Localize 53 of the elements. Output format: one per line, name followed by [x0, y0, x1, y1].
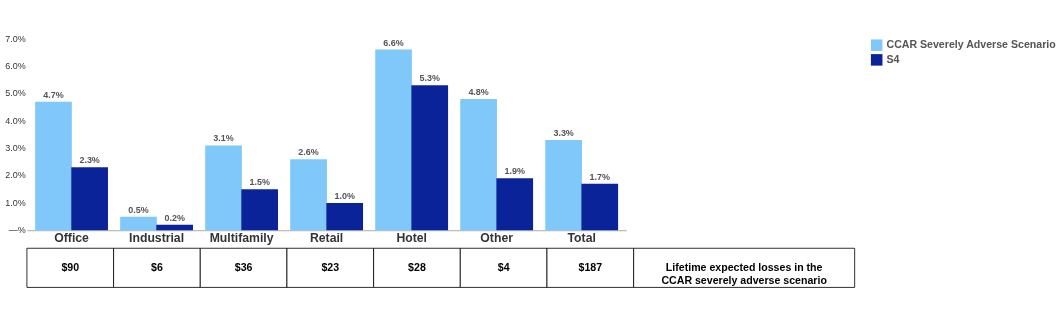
bar: [411, 85, 449, 231]
legend-label: S4: [886, 53, 900, 66]
y-tick-label: 2.0%: [5, 170, 26, 181]
text: $28: [408, 261, 426, 274]
data-label: 0.5%: [128, 204, 149, 215]
text: Lifetime expected losses in the CCAR severely adverse scenario: [661, 261, 828, 287]
data-label: 5.3%: [419, 73, 440, 84]
bar: [71, 167, 108, 231]
x-tick-label: Other: [480, 231, 514, 246]
text: $90: [61, 261, 80, 274]
y-tick-label: 1.0%: [5, 197, 26, 208]
x-tick-label: Total: [567, 231, 596, 246]
data-label: 4.7%: [43, 89, 64, 100]
bar: [496, 178, 534, 231]
x-tick-label: Office: [54, 231, 90, 246]
bar: [545, 139, 582, 231]
data-label: 0.2%: [164, 212, 185, 223]
bar: [326, 202, 364, 231]
x-tick-label: Retail: [309, 231, 344, 246]
bar: [460, 98, 497, 231]
data-label: 6.6%: [383, 37, 404, 48]
text: $23: [321, 261, 340, 274]
text: $187: [578, 261, 603, 274]
data-label: 1.0%: [334, 190, 355, 201]
data-label: 1.5%: [249, 177, 270, 188]
legend-label: CCAR Severely Adverse Scenario: [886, 38, 1057, 51]
data-label: 3.3%: [553, 127, 574, 138]
text: $4: [497, 261, 510, 274]
x-tick-label: Hotel: [396, 231, 427, 246]
y-tick-label: 4.0%: [5, 115, 26, 126]
bar: [290, 159, 327, 231]
data-label: 2.3%: [79, 155, 100, 166]
bar: [35, 101, 72, 231]
text: $6: [151, 261, 163, 274]
data-label: 3.1%: [213, 133, 234, 144]
bar: [120, 216, 157, 231]
bar: [581, 183, 619, 231]
x-tick-label: Multifamily: [209, 231, 274, 246]
y-tick-label: —%: [8, 225, 26, 236]
bar: [375, 49, 412, 231]
x-tick-label: Industrial: [129, 231, 185, 246]
data-label: 2.6%: [298, 147, 319, 158]
data-label: 1.9%: [504, 166, 525, 177]
data-label: 1.7%: [589, 171, 610, 182]
bar: [156, 224, 193, 231]
bar: [205, 145, 242, 231]
text: $36: [234, 261, 253, 274]
y-tick-label: 3.0%: [5, 143, 26, 154]
data-label: 4.8%: [468, 86, 489, 97]
y-tick-label: 6.0%: [5, 60, 26, 71]
bar: [241, 189, 279, 231]
y-tick-label: 7.0%: [5, 33, 26, 44]
y-tick-label: 5.0%: [5, 88, 26, 99]
